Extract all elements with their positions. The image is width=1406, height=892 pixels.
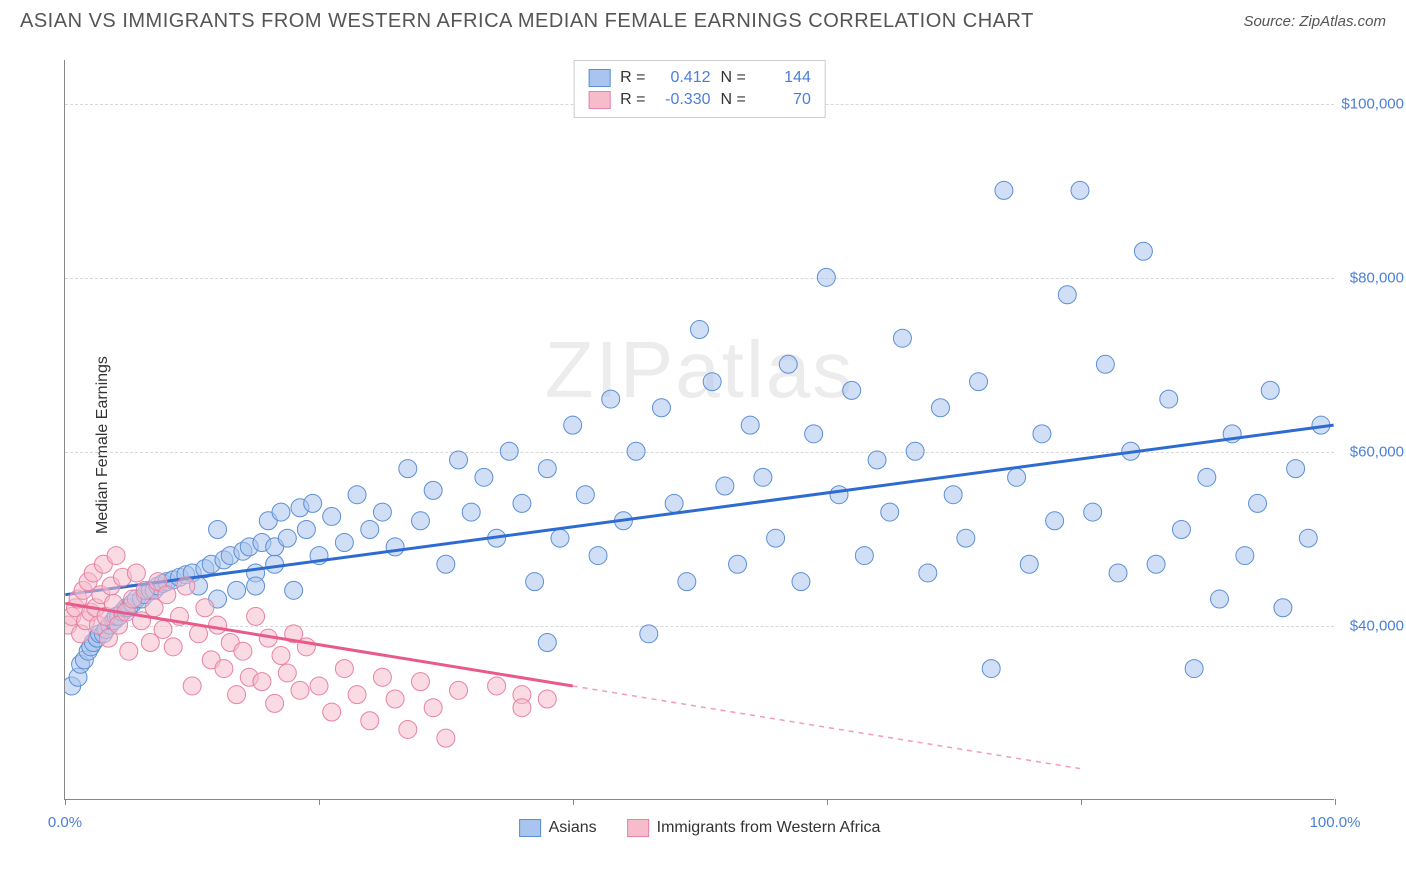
n-label: N =: [721, 69, 746, 87]
watermark: ZIPatlas: [545, 324, 854, 416]
stats-row: R = 0.412 N = 144: [588, 67, 811, 89]
x-tick: [827, 799, 828, 805]
legend-item: Immigrants from Western Africa: [627, 819, 881, 837]
chart-source: Source: ZipAtlas.com: [1243, 13, 1386, 30]
bottom-legend: Asians Immigrants from Western Africa: [519, 819, 881, 837]
r-value: 0.412: [656, 69, 711, 87]
gridline: [65, 452, 1334, 453]
chart-container: Median Female Earnings ZIPatlas R = 0.41…: [54, 50, 1394, 840]
gridline: [65, 626, 1334, 627]
chart-title: ASIAN VS IMMIGRANTS FROM WESTERN AFRICA …: [20, 10, 1034, 33]
x-tick-label: 0.0%: [48, 814, 82, 831]
n-value: 70: [756, 91, 811, 109]
r-value: -0.330: [656, 91, 711, 109]
plot-area: ZIPatlas R = 0.412 N = 144 R = -0.330 N …: [64, 60, 1334, 800]
x-tick: [1081, 799, 1082, 805]
swatch-icon: [519, 819, 541, 837]
legend-item: Asians: [519, 819, 597, 837]
r-label: R =: [620, 69, 645, 87]
x-tick: [65, 799, 66, 805]
x-tick: [319, 799, 320, 805]
swatch-icon: [627, 819, 649, 837]
r-label: R =: [620, 91, 645, 109]
swatch-icon: [588, 69, 610, 87]
y-tick-label: $40,000: [1350, 617, 1404, 634]
y-tick-label: $80,000: [1350, 269, 1404, 286]
swatch-icon: [588, 91, 610, 109]
x-tick: [1335, 799, 1336, 805]
stats-row: R = -0.330 N = 70: [588, 89, 811, 111]
chart-header: ASIAN VS IMMIGRANTS FROM WESTERN AFRICA …: [0, 0, 1406, 33]
legend-label: Immigrants from Western Africa: [657, 819, 881, 837]
x-tick-label: 100.0%: [1310, 814, 1361, 831]
n-value: 144: [756, 69, 811, 87]
scatter-overlay: [65, 60, 1334, 799]
y-tick-label: $60,000: [1350, 443, 1404, 460]
n-label: N =: [721, 91, 746, 109]
legend-label: Asians: [549, 819, 597, 837]
x-tick: [573, 799, 574, 805]
y-tick-label: $100,000: [1341, 95, 1404, 112]
gridline: [65, 278, 1334, 279]
stats-legend-box: R = 0.412 N = 144 R = -0.330 N = 70: [573, 60, 826, 118]
